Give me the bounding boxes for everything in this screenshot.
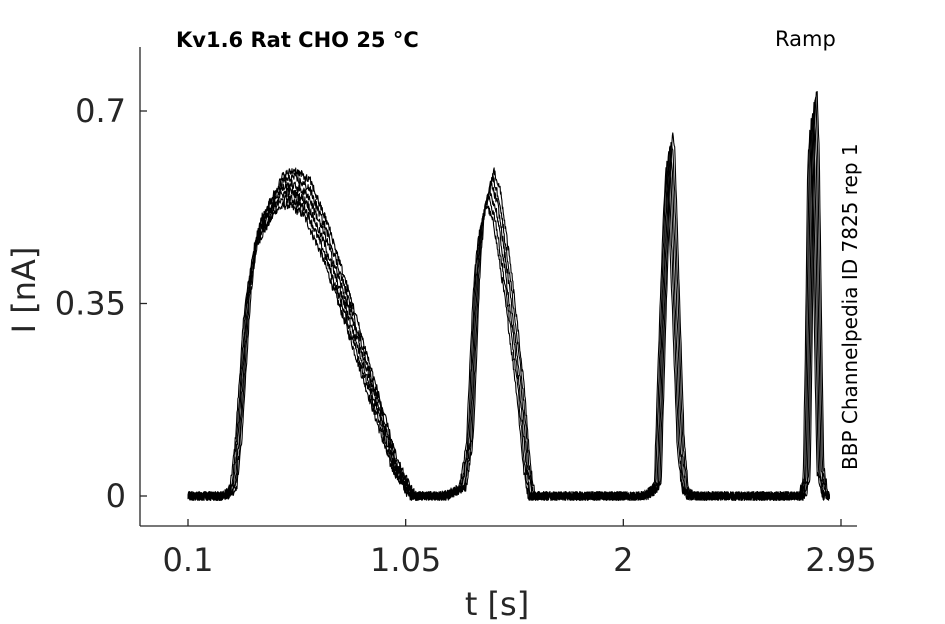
current-trace [187, 91, 831, 501]
axes: 0.1 1.05 2 2.95 0 0.35 0.7 [55, 47, 877, 579]
y-tick-label: 0.7 [75, 92, 126, 130]
protocol-label: Ramp [775, 27, 836, 51]
x-tick-label: 0.1 [163, 541, 214, 579]
current-traces [187, 91, 831, 501]
x-tick-label: 2 [613, 541, 633, 579]
x-tick-label: 1.05 [370, 541, 441, 579]
chart-title: Kv1.6 Rat CHO 25 °C [176, 28, 419, 52]
y-tick-label: 0 [106, 477, 126, 515]
x-axis-label: t [s] [465, 585, 529, 623]
side-label: BBP Channelpedia ID 7825 rep 1 [838, 143, 862, 470]
y-tick-label: 0.35 [55, 285, 126, 323]
x-tick-label: 2.95 [805, 541, 876, 579]
current-trace [187, 113, 831, 501]
y-axis-label: I [nA] [5, 247, 43, 334]
